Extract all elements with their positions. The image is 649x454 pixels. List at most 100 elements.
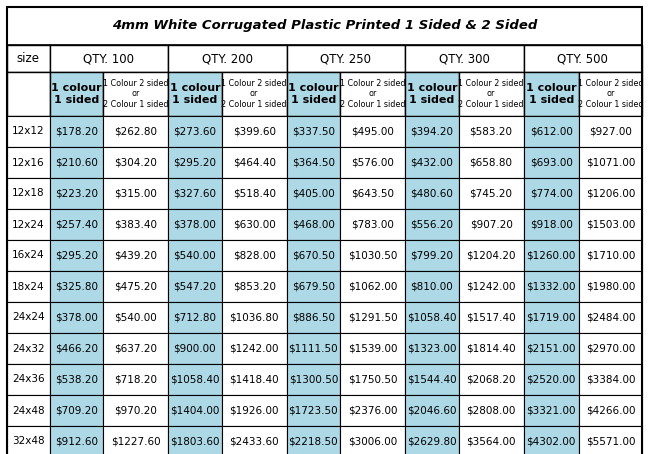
Bar bbox=[103, 116, 168, 147]
Text: QTY. 500: QTY. 500 bbox=[557, 52, 608, 65]
Bar bbox=[340, 395, 405, 426]
Text: $556.20: $556.20 bbox=[410, 219, 454, 230]
Bar bbox=[405, 426, 459, 454]
Text: $1503.00: $1503.00 bbox=[586, 219, 635, 230]
Text: size: size bbox=[17, 52, 40, 65]
Text: $466.20: $466.20 bbox=[55, 344, 98, 354]
Text: $540.00: $540.00 bbox=[114, 312, 157, 322]
Text: $828.00: $828.00 bbox=[233, 251, 276, 261]
Text: 12x16: 12x16 bbox=[12, 158, 45, 168]
Text: $2629.80: $2629.80 bbox=[407, 436, 457, 446]
Bar bbox=[340, 147, 405, 178]
Bar bbox=[287, 364, 340, 395]
Text: $1814.40: $1814.40 bbox=[466, 344, 516, 354]
Text: 1 colour
1 sided: 1 colour 1 sided bbox=[169, 83, 220, 105]
Bar bbox=[287, 333, 340, 364]
Bar bbox=[459, 209, 524, 240]
Bar bbox=[168, 271, 222, 302]
Text: $432.00: $432.00 bbox=[410, 158, 453, 168]
Bar bbox=[222, 116, 287, 147]
Bar bbox=[222, 178, 287, 209]
Bar bbox=[405, 395, 459, 426]
Bar bbox=[459, 271, 524, 302]
Text: $1803.60: $1803.60 bbox=[170, 436, 219, 446]
Bar bbox=[579, 240, 642, 271]
Text: $643.50: $643.50 bbox=[351, 188, 394, 198]
Bar bbox=[103, 72, 168, 116]
Text: $745.20: $745.20 bbox=[470, 188, 513, 198]
Text: $475.20: $475.20 bbox=[114, 281, 157, 291]
Bar bbox=[524, 116, 579, 147]
Bar bbox=[579, 395, 642, 426]
Bar bbox=[7, 333, 49, 364]
Bar bbox=[340, 364, 405, 395]
Text: $495.00: $495.00 bbox=[351, 127, 394, 137]
Text: $1926.00: $1926.00 bbox=[229, 405, 279, 415]
Bar bbox=[103, 302, 168, 333]
Text: $257.40: $257.40 bbox=[55, 219, 98, 230]
Text: 18x24: 18x24 bbox=[12, 281, 45, 291]
Text: $383.40: $383.40 bbox=[114, 219, 157, 230]
Bar bbox=[287, 45, 405, 72]
Text: $394.20: $394.20 bbox=[410, 127, 454, 137]
Bar bbox=[459, 240, 524, 271]
Bar bbox=[459, 178, 524, 209]
Text: $912.60: $912.60 bbox=[55, 436, 98, 446]
Bar bbox=[7, 45, 49, 72]
Bar bbox=[168, 147, 222, 178]
Bar bbox=[459, 116, 524, 147]
Text: $378.00: $378.00 bbox=[173, 219, 216, 230]
Bar bbox=[287, 271, 340, 302]
Bar bbox=[405, 178, 459, 209]
Bar bbox=[103, 178, 168, 209]
Bar bbox=[524, 395, 579, 426]
Bar bbox=[49, 72, 103, 116]
Bar bbox=[524, 147, 579, 178]
Text: $1111.50: $1111.50 bbox=[289, 344, 338, 354]
Text: 1 colour
1 sided: 1 colour 1 sided bbox=[526, 83, 576, 105]
Bar bbox=[49, 364, 103, 395]
Text: 1 Colour 2 sided
or
2 Colour 1 sided: 1 Colour 2 sided or 2 Colour 1 sided bbox=[221, 79, 287, 109]
Bar bbox=[340, 116, 405, 147]
Bar bbox=[168, 333, 222, 364]
Bar bbox=[222, 271, 287, 302]
Text: 12x18: 12x18 bbox=[12, 188, 45, 198]
Text: $1058.40: $1058.40 bbox=[170, 375, 219, 385]
Bar bbox=[222, 333, 287, 364]
Text: $378.00: $378.00 bbox=[55, 312, 98, 322]
Bar bbox=[7, 240, 49, 271]
Bar bbox=[49, 426, 103, 454]
Text: $262.80: $262.80 bbox=[114, 127, 157, 137]
Bar bbox=[222, 426, 287, 454]
Bar bbox=[340, 426, 405, 454]
Bar bbox=[405, 72, 459, 116]
Text: $315.00: $315.00 bbox=[114, 188, 157, 198]
Bar bbox=[168, 209, 222, 240]
Bar bbox=[103, 395, 168, 426]
Text: $540.00: $540.00 bbox=[173, 251, 216, 261]
Text: $2218.50: $2218.50 bbox=[289, 436, 338, 446]
Text: $210.60: $210.60 bbox=[55, 158, 98, 168]
Text: 16x24: 16x24 bbox=[12, 251, 45, 261]
Bar bbox=[340, 178, 405, 209]
Bar bbox=[405, 45, 524, 72]
Text: 1 colour
1 sided: 1 colour 1 sided bbox=[51, 83, 102, 105]
Bar bbox=[579, 364, 642, 395]
Bar bbox=[287, 302, 340, 333]
Bar bbox=[168, 426, 222, 454]
Bar bbox=[287, 240, 340, 271]
Text: QTY. 300: QTY. 300 bbox=[439, 52, 490, 65]
Bar bbox=[579, 333, 642, 364]
Text: $304.20: $304.20 bbox=[114, 158, 157, 168]
Text: $1517.40: $1517.40 bbox=[466, 312, 516, 322]
Bar bbox=[459, 395, 524, 426]
Bar bbox=[579, 178, 642, 209]
Text: $799.20: $799.20 bbox=[410, 251, 454, 261]
Bar bbox=[405, 333, 459, 364]
Text: $712.80: $712.80 bbox=[173, 312, 216, 322]
Text: $783.00: $783.00 bbox=[351, 219, 394, 230]
Bar bbox=[405, 147, 459, 178]
Text: 1 colour
1 sided: 1 colour 1 sided bbox=[288, 83, 339, 105]
Text: $1242.00: $1242.00 bbox=[229, 344, 279, 354]
Text: $5571.00: $5571.00 bbox=[586, 436, 635, 446]
